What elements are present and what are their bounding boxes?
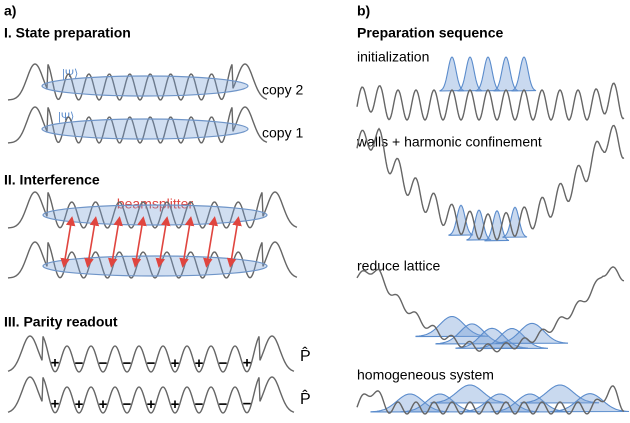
parity-sign: +: [171, 355, 180, 372]
parity-operator: P̂: [300, 389, 311, 409]
parity-sign: −: [243, 396, 252, 413]
wavefunction: [41, 118, 249, 140]
parity-sign: +: [195, 355, 204, 372]
parity-sign: +: [99, 396, 108, 413]
beamsplitter-arrow: [84, 216, 100, 268]
atom-density: [415, 315, 489, 338]
potential: [356, 82, 625, 121]
step-label: walls + harmonic confinement: [356, 134, 542, 150]
beamsplitter-arrow: [107, 216, 123, 268]
step-label: homogeneous system: [357, 367, 494, 383]
potential: [356, 385, 625, 415]
beamsplitter-label: beamsplitter: [117, 196, 194, 212]
atom-density: [493, 56, 519, 92]
atom-density: [435, 323, 509, 345]
parity-sign: −: [195, 396, 204, 413]
parity-sign: −: [147, 355, 156, 372]
parity-sign: +: [243, 355, 252, 372]
beamsplitter-arrow: [131, 216, 147, 268]
beamsplitter-arrow: [179, 216, 195, 268]
copy-label: copy 1: [262, 125, 303, 141]
potential: [356, 124, 625, 241]
potential: [356, 266, 625, 353]
parity-sign: −: [75, 355, 84, 372]
wavefunction: [42, 255, 268, 277]
potential: [7, 376, 295, 414]
parity-sign: −: [123, 396, 132, 413]
panel-title: Preparation sequence: [357, 25, 503, 41]
parity-sign: +: [51, 396, 60, 413]
parity-sign: −: [123, 355, 132, 372]
atom-density: [511, 56, 537, 92]
parity-sign: +: [51, 355, 60, 372]
wavefunction: [42, 204, 268, 226]
atom-density: [439, 56, 465, 92]
beamsplitter-arrow: [60, 216, 76, 268]
step-label: initialization: [357, 49, 429, 65]
beamsplitter-arrow: [155, 216, 171, 268]
atom-density: [475, 56, 501, 92]
parity-sign: +: [75, 396, 84, 413]
parity-sign: −: [99, 355, 108, 372]
parity-operator: P̂: [300, 346, 311, 366]
atom-density: [550, 393, 630, 413]
beamsplitter-arrow: [203, 216, 219, 268]
panel-label: a): [4, 3, 16, 19]
section-title: III. Parity readout: [4, 314, 118, 330]
parity-sign: +: [171, 396, 180, 413]
parity-sign: −: [219, 355, 228, 372]
atom-density: [457, 56, 483, 92]
potential: [7, 335, 295, 373]
beamsplitter-arrow: [226, 216, 242, 268]
atom-density: [466, 209, 492, 241]
panel-label: b): [357, 3, 370, 19]
section-title: I. State preparation: [4, 25, 131, 41]
wavefunction: [41, 75, 249, 97]
atom-density: [495, 322, 569, 344]
parity-sign: −: [219, 396, 228, 413]
section-title: II. Interference: [4, 172, 100, 188]
copy-label: copy 2: [262, 82, 303, 98]
atom-density: [502, 206, 528, 238]
atom-density: [448, 204, 474, 236]
step-label: reduce lattice: [357, 258, 440, 274]
parity-sign: +: [147, 396, 156, 413]
